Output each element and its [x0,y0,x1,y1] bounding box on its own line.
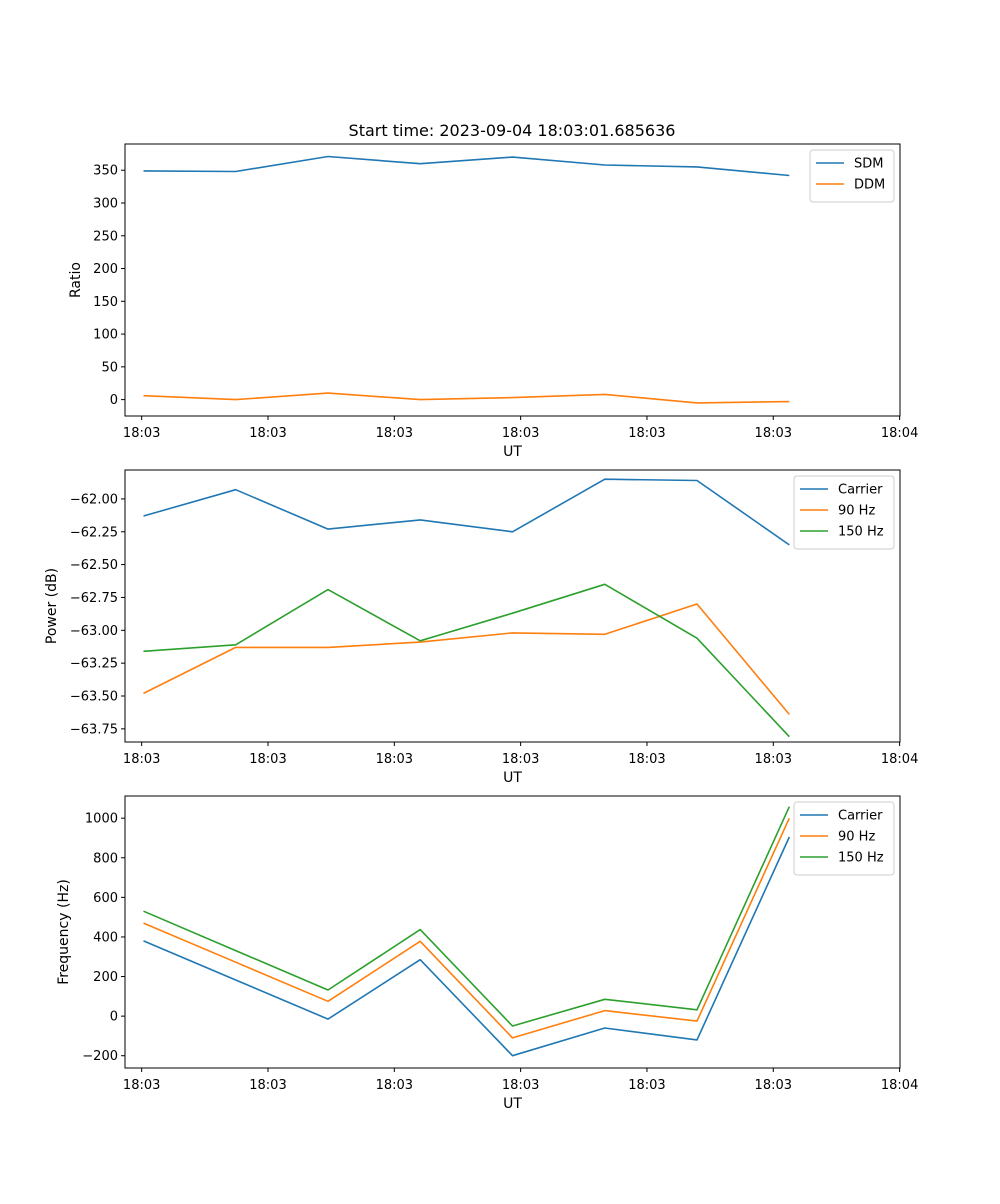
power-panel: −62.00 −62.25 −62.50 −62.75 −63.00 −63.25 −63.… [44,469,918,786]
y-tick-label: 300 [93,196,118,211]
y-tick-label: 250 [93,229,118,244]
x-tick-label: 18:04 [881,426,918,441]
y-tick-label: 800 [93,851,118,866]
y-tick-label: 0 [110,393,118,408]
legend-label: 90 Hz [838,504,875,519]
y-tick-label: −63.00 [70,624,118,639]
x-tick-label: 18:03 [249,1078,286,1093]
x-axis-label: UT [503,770,522,786]
y-axis-label: Ratio [68,262,84,298]
legend-label: SDM [854,157,883,172]
x-tick-label: 18:04 [881,1078,918,1093]
x-tick-label: 18:03 [628,426,665,441]
y-tick-label: 150 [93,295,118,310]
series-line-sdm [143,155,790,177]
y-tick-label: 200 [93,970,118,985]
legend-label: 150 Hz [838,525,884,540]
x-tick-label: 18:03 [502,426,539,441]
x-axis-label: UT [503,444,522,460]
legend-label: 90 Hz [838,830,875,845]
series-line-90-hz [143,817,791,1039]
x-tick-label: 18:03 [755,1078,792,1093]
y-axis-label: Frequency (Hz) [56,879,72,985]
axes-frame [124,469,901,743]
x-tick-label: 18:03 [123,1078,160,1093]
x-tick-label: 18:03 [628,1078,665,1093]
chart-title: Start time: 2023-09-04 18:03:01.685636 [349,121,676,140]
x-tick-label: 18:03 [502,1078,539,1093]
series-line-ddm [143,392,790,404]
x-tick-label: 18:04 [881,752,918,767]
x-axis-label: UT [503,1096,522,1112]
x-tick-label: 18:03 [502,752,539,767]
y-tick-label: 1000 [85,812,118,827]
y-tick-label: 0 [110,1010,118,1025]
legend-label: Carrier [838,809,883,824]
y-tick-label: 400 [93,930,118,945]
y-tick-label: −63.50 [70,690,118,705]
ratio-panel: 0 50 100 150 200 250 300 350 18:03 18:03 18:03 18:0… [68,143,918,460]
y-tick-label: −63.25 [70,657,118,672]
y-tick-label: 350 [93,164,118,179]
legend-label: 150 Hz [838,851,884,866]
y-tick-label: 600 [93,891,118,906]
legend-label: Carrier [838,483,883,498]
y-tick-label: 200 [93,262,118,277]
x-tick-label: 18:03 [376,426,413,441]
frequency-panel: −200 0 200 400 600 800 1000 18:03 18:03 18:03 18:0… [56,795,918,1112]
x-tick-label: 18:03 [628,752,665,767]
x-tick-label: 18:03 [123,426,160,441]
series-line-150-hz [143,806,791,1027]
series-line-90-hz [143,603,790,715]
x-tick-label: 18:03 [249,752,286,767]
y-tick-label: −63.75 [70,722,118,737]
y-tick-label: 50 [101,360,118,375]
axes-frame [124,795,901,1069]
x-tick-label: 18:03 [376,752,413,767]
x-tick-label: 18:03 [123,752,160,767]
y-tick-label: −200 [82,1049,118,1064]
x-tick-label: 18:03 [755,752,792,767]
series-line-150-hz [143,583,790,738]
y-axis-label: Power (dB) [44,568,60,644]
legend-label: DDM [854,178,885,193]
axes-frame [124,143,901,417]
y-tick-label: −62.00 [70,492,118,507]
x-tick-label: 18:03 [755,426,792,441]
x-tick-label: 18:03 [376,1078,413,1093]
series-line-carrier [143,478,790,546]
y-tick-label: −62.75 [70,591,118,606]
y-tick-label: −62.50 [70,558,118,573]
x-tick-label: 18:03 [249,426,286,441]
y-tick-label: 100 [93,328,118,343]
series-line-carrier [143,836,791,1057]
y-tick-label: −62.25 [70,525,118,540]
